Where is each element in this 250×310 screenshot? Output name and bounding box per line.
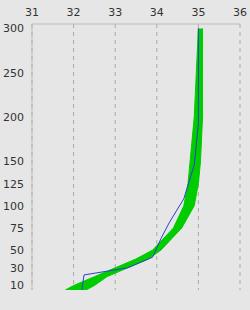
- svg-text:300: 300: [8, 22, 24, 35]
- svg-text:150: 150: [8, 155, 24, 168]
- svg-text:250: 250: [8, 67, 24, 80]
- svg-text:75: 75: [10, 222, 24, 235]
- svg-text:36: 36: [233, 6, 242, 19]
- svg-text:31: 31: [25, 6, 39, 19]
- svg-text:33: 33: [108, 6, 122, 19]
- svg-text:30: 30: [10, 262, 24, 275]
- svg-text:125: 125: [8, 178, 24, 191]
- svg-text:32: 32: [67, 6, 81, 19]
- svg-text:100: 100: [8, 200, 24, 213]
- svg-text:35: 35: [191, 6, 205, 19]
- svg-text:10: 10: [10, 279, 24, 292]
- svg-text:50: 50: [10, 244, 24, 257]
- svg-text:34: 34: [150, 6, 164, 19]
- svg-text:200: 200: [8, 111, 24, 124]
